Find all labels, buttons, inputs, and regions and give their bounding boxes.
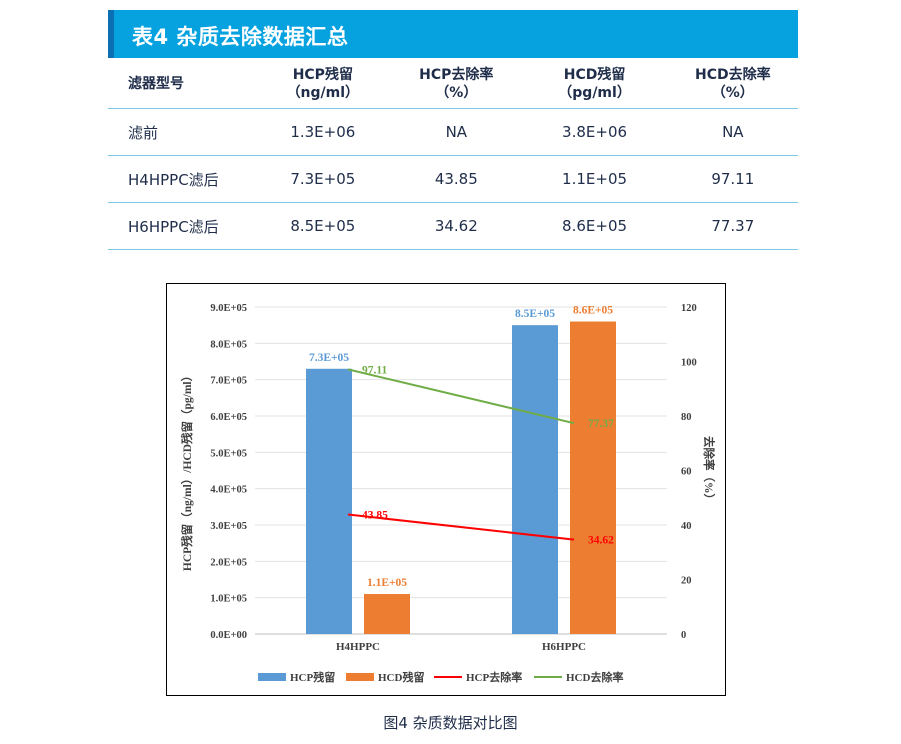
y-tick-label: 6.0E+05	[210, 412, 247, 423]
table-cell: 1.1E+05	[521, 155, 668, 203]
y-tick-label: 5.0E+05	[210, 448, 247, 459]
x-tick-label: H4HPPC	[336, 641, 380, 653]
y-tick-label: 4.0E+05	[210, 485, 247, 496]
line-data-label: 43.85	[362, 510, 388, 522]
bar-data-label: 7.3E+05	[309, 352, 349, 364]
header-filter-model: 滤器型号	[108, 60, 255, 109]
table-cell: NA	[391, 108, 522, 156]
table-cell: NA	[667, 108, 798, 156]
bar	[512, 325, 558, 634]
legend-label: HCP去除率	[466, 670, 522, 684]
bar	[306, 368, 352, 634]
series-line	[347, 513, 575, 541]
line-data-label: 34.62	[588, 535, 614, 547]
combo-chart: 0.0E+00 1.0E+05 2.0E+05 3.0E+05 4.0E+05 5.0E+…	[180, 303, 716, 684]
table-cell: H6HPPC滤后	[108, 202, 255, 250]
table-cell: 8.6E+05	[521, 202, 668, 250]
y-tick-label: 8.0E+05	[210, 339, 247, 350]
table-cell: 滤前	[108, 108, 255, 156]
y2-tick-label: 100	[681, 358, 697, 369]
line-data-label: 77.37	[588, 418, 614, 430]
bar-data-label: 8.5E+05	[515, 308, 555, 320]
y2-tick-label: 0	[681, 630, 686, 641]
y-tick-label: 1.0E+05	[210, 594, 247, 605]
y-axis-title: HCP残留（ng/ml）/HCD残留（pg/ml）	[180, 370, 194, 571]
series-line	[347, 368, 575, 425]
y-tick-label: 3.0E+05	[210, 521, 247, 532]
header-hcp-residual: HCP残留 （ng/ml）	[254, 60, 392, 109]
x-tick-label: H6HPPC	[542, 641, 586, 653]
figure-caption: 图4 杂质数据对比图	[383, 714, 518, 732]
table-cell: 1.3E+06	[254, 108, 392, 156]
chart-frame: 0.0E+00 1.0E+05 2.0E+05 3.0E+05 4.0E+05 5.0E+…	[166, 283, 726, 696]
bar-data-label: 1.1E+05	[367, 577, 407, 589]
y2-tick-label: 80	[681, 412, 692, 423]
header-hcd-residual: HCD残留 （pg/ml）	[521, 60, 668, 109]
table-title: 表4 杂质去除数据汇总	[132, 25, 349, 49]
table-cell: H4HPPC滤后	[108, 155, 255, 203]
table-cell: 34.62	[391, 202, 522, 250]
y2-tick-label: 120	[681, 303, 697, 314]
table-row: H6HPPC滤后 8.5E+05 34.62 8.6E+05 77.37	[108, 202, 798, 250]
table-cell: 7.3E+05	[254, 155, 392, 203]
table-cell: 3.8E+06	[521, 108, 668, 156]
y2-tick-label: 40	[681, 521, 692, 532]
y-tick-label: 7.0E+05	[210, 376, 247, 387]
table-row: H4HPPC滤后 7.3E+05 43.85 1.1E+05 97.11	[108, 155, 798, 203]
y2-axis-title: 去除率（%）	[702, 436, 716, 505]
table-cell: 43.85	[391, 155, 522, 203]
y-tick-label: 9.0E+05	[210, 303, 247, 314]
impurity-table: 滤器型号 HCP残留 （ng/ml） HCP去除率 （%） HCD残留 （pg/ml）…	[108, 60, 798, 250]
legend-swatch	[258, 673, 286, 681]
bar	[364, 594, 410, 634]
legend-label: HCD去除率	[566, 670, 623, 684]
legend-label: HCD残留	[378, 670, 424, 684]
table-title-banner: 表4 杂质去除数据汇总	[108, 10, 798, 58]
table-cell: 8.5E+05	[254, 202, 392, 250]
legend-label: HCP残留	[290, 670, 335, 684]
table-row: 滤前 1.3E+06 NA 3.8E+06 NA	[108, 108, 798, 156]
table-cell: 77.37	[667, 202, 798, 250]
y-tick-label: 0.0E+00	[210, 630, 247, 641]
y-tick-label: 2.0E+05	[210, 557, 247, 568]
bar	[570, 321, 616, 634]
y2-tick-label: 20	[681, 576, 692, 587]
table-cell: 97.11	[667, 155, 798, 203]
y2-tick-label: 60	[681, 467, 692, 478]
table-header-row: 滤器型号 HCP残留 （ng/ml） HCP去除率 （%） HCD残留 （pg/ml）…	[108, 60, 798, 109]
header-hcp-removal: HCP去除率 （%）	[391, 60, 522, 109]
line-data-label: 97.11	[362, 364, 387, 376]
header-hcd-removal: HCD去除率 （%）	[667, 60, 798, 109]
legend-swatch	[346, 673, 374, 681]
bar-data-label: 8.6E+05	[573, 305, 613, 317]
